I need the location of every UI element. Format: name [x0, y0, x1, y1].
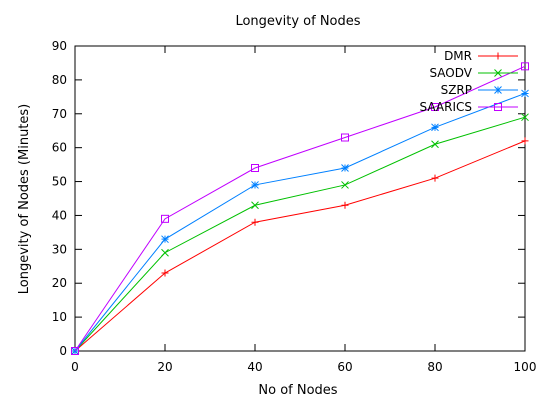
series-line-szrp — [74, 92, 526, 352]
data-point-dmr — [161, 269, 169, 277]
legend-marker-dmr — [494, 52, 502, 60]
x-tick-label: 80 — [427, 360, 442, 374]
plot-frame — [74, 45, 526, 352]
data-point-szrp — [341, 164, 349, 172]
data-point-saodv — [251, 201, 259, 210]
y-tick-label: 60 — [52, 141, 67, 155]
data-point-dmr — [521, 137, 529, 145]
y-tick-label: 0 — [59, 344, 67, 358]
x-tick-label: 40 — [247, 360, 262, 374]
series-saodv — [71, 113, 529, 355]
legend-label-szrp: SZRP — [441, 83, 472, 97]
x-tick-label: 100 — [514, 360, 537, 374]
legend-marker-szrp — [494, 86, 502, 94]
series-line-saarics — [74, 65, 526, 352]
x-tick-label: 0 — [71, 360, 79, 374]
x-axis-label: No of Nodes — [258, 383, 337, 398]
data-point-saarics — [161, 214, 169, 223]
data-point-saodv — [341, 181, 349, 189]
data-point-szrp — [161, 235, 169, 244]
series-line-saodv — [74, 116, 526, 352]
legend-label-saarics: SAARICS — [420, 100, 472, 114]
y-tick-label: 90 — [52, 39, 67, 53]
axis-ticks: 0 10 20 30 40 50 60 70 80 90 0 20 40 60 80 100 — [52, 39, 537, 374]
series-szrp — [71, 89, 529, 355]
data-point-saodv — [161, 248, 169, 257]
y-tick-label: 30 — [52, 242, 67, 256]
data-point-dmr — [431, 174, 439, 182]
legend-marker-saarics — [494, 103, 502, 111]
y-tick-label: 70 — [52, 107, 67, 121]
data-point-saarics — [341, 133, 349, 142]
legend: DMR SAODV SZRP SAARICS — [420, 49, 518, 114]
data-point-szrp — [521, 89, 529, 98]
chart-title: Longevity of Nodes — [235, 14, 360, 29]
series-dmr — [71, 137, 529, 355]
x-tick-label: 20 — [157, 360, 172, 374]
data-point-saarics — [71, 347, 79, 355]
data-point-szrp — [251, 181, 259, 189]
data-point-dmr — [341, 201, 349, 209]
data-point-saodv — [431, 140, 439, 149]
y-tick-label: 50 — [52, 175, 67, 189]
series-line-dmr — [74, 140, 526, 352]
data-point-saarics — [251, 164, 259, 172]
data-point-saodv — [521, 113, 529, 122]
legend-label-saodv: SAODV — [429, 66, 472, 80]
series-group — [71, 62, 529, 355]
y-tick-label: 40 — [52, 208, 67, 222]
y-tick-label: 10 — [52, 310, 67, 324]
x-tick-label: 60 — [337, 360, 352, 374]
data-point-szrp — [431, 123, 439, 132]
series-saarics — [71, 62, 529, 355]
data-point-saarics — [431, 103, 439, 111]
y-axis-label: Longevity of Nodes (Minutes) — [17, 104, 32, 295]
legend-label-dmr: DMR — [444, 49, 472, 63]
data-point-saarics — [521, 62, 529, 71]
y-tick-label: 20 — [52, 276, 67, 290]
legend-marker-saodv — [494, 69, 502, 77]
data-point-dmr — [251, 218, 259, 226]
y-tick-label: 80 — [52, 73, 67, 87]
